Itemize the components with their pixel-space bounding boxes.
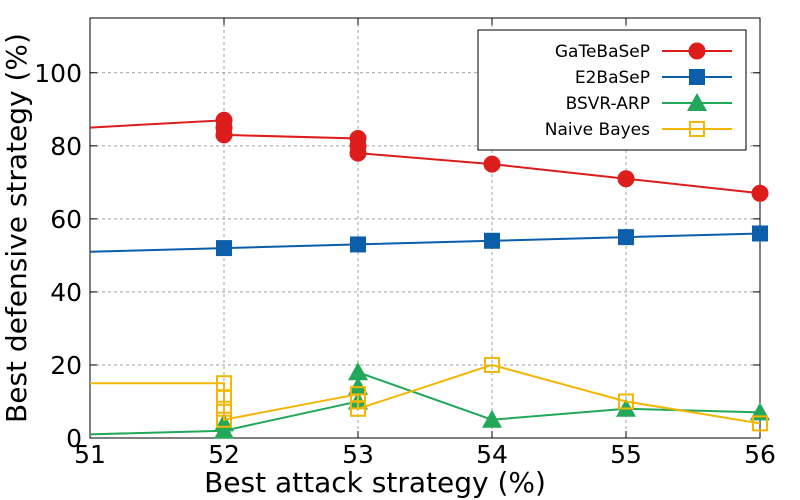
legend-marker [687, 93, 707, 111]
data-point [215, 126, 233, 144]
x-tick-label: 55 [610, 440, 642, 469]
x-tick-label: 53 [342, 440, 374, 469]
x-tick-label: 56 [744, 440, 776, 469]
data-point [618, 393, 634, 410]
legend-label: Naive Bayes [545, 120, 650, 140]
series-line [90, 232, 760, 253]
data-point [216, 400, 232, 417]
legend-marker [689, 69, 705, 85]
data-point [348, 362, 368, 381]
series-line [90, 370, 760, 436]
data-point [482, 409, 502, 428]
data-point [350, 400, 366, 417]
data-point [617, 170, 635, 188]
y-tick-label: 20 [50, 351, 82, 380]
x-axis-title: Best attack strategy (%) [204, 466, 546, 499]
data-point [348, 376, 368, 395]
data-point [216, 240, 232, 257]
y-tick-label: 80 [50, 132, 82, 161]
data-point [618, 229, 634, 246]
x-tick-label: 51 [74, 440, 106, 469]
series-2 [90, 362, 770, 439]
data-point [751, 184, 769, 202]
series-line [90, 363, 760, 425]
legend-label: E2BaSeP [575, 68, 650, 88]
legend-label: BSVR-ARP [566, 94, 650, 114]
data-point [752, 415, 768, 432]
data-point [216, 411, 232, 428]
legend-marker [689, 121, 705, 137]
series-1 [90, 225, 768, 257]
series-3 [90, 356, 768, 432]
y-tick-label: 40 [50, 278, 82, 307]
y-tick-label: 60 [50, 205, 82, 234]
y-tick-label: 100 [34, 59, 82, 88]
x-tick-label: 52 [208, 440, 240, 469]
data-point [349, 144, 367, 162]
legend-marker [688, 42, 706, 60]
y-axis-title: Best defensive strategy (%) [0, 33, 33, 423]
legend-label: GaTeBaSeP [555, 42, 650, 62]
data-point [752, 225, 768, 242]
y-tick-label: 0 [66, 424, 82, 453]
data-point [216, 389, 232, 406]
data-point [350, 236, 366, 253]
x-tick-label: 54 [476, 440, 508, 469]
series-0 [90, 111, 769, 202]
data-point [483, 155, 501, 173]
data-point [484, 356, 500, 373]
data-point [484, 232, 500, 249]
